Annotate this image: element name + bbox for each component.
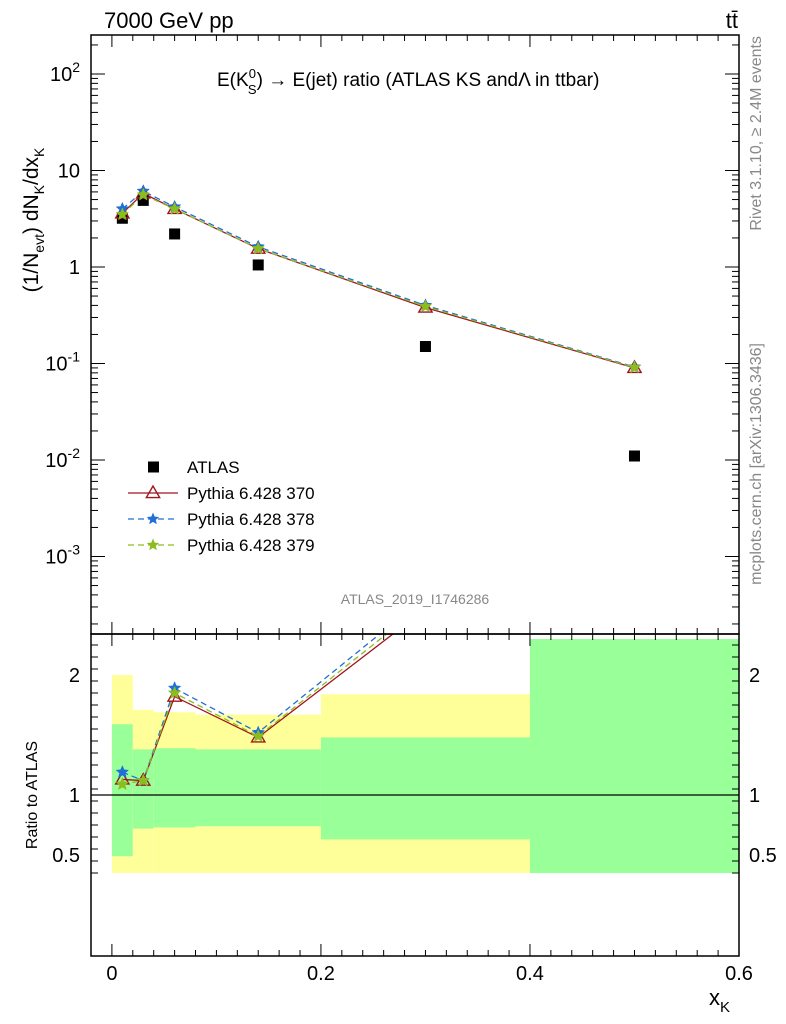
main-series-lines [121, 190, 635, 369]
title-prefix: E(K [217, 70, 249, 91]
energy-label: 7000 GeV pp [104, 8, 234, 33]
main-point-pythia-6-428-379-0 [115, 207, 130, 221]
y-tick-label-main: 10-3 [45, 542, 80, 569]
svg-text:E(K0S) → E(jet) ratio (ATLAS K: E(K0 S) → E(jet) ratio (ATLAS KS andΛ in … [217, 66, 599, 97]
main-point-pythia-6-428-379-4 [418, 299, 433, 313]
green-band-3 [195, 749, 321, 827]
legend-marker-atlas [148, 461, 159, 473]
title-subscript: S [248, 82, 257, 97]
x-tick-label: 0.4 [516, 963, 544, 985]
ratio-point-pythia-6-428-379-1 [136, 773, 151, 787]
main-point-atlas-1 [137, 194, 149, 206]
process-label: tt̄ [726, 8, 738, 33]
green-band-2 [153, 748, 196, 828]
y-tick-label-ratio-right: 2 [749, 665, 760, 687]
y-tick-label-main: 102 [50, 59, 80, 86]
main-line-pythia-6-428-370 [121, 192, 635, 369]
legend-label-pythia-6-428-378: Pythia 6.428 378 [187, 510, 315, 529]
legend-label-atlas: ATLAS [187, 458, 240, 477]
ratio-point-pythia-6-428-379-0 [115, 777, 130, 791]
ratio-point-pythia-6-428-378-0 [115, 765, 130, 779]
y-tick-label-main: 1 [69, 257, 80, 279]
x-tick-label: 0.2 [307, 963, 335, 985]
legend: ATLAS Pythia 6.428 370 Pythia 6.428 378 Pyt… [128, 458, 315, 555]
main-line-pythia-6-428-379 [121, 194, 635, 369]
rivet-version-label: Rivet 3.1.10, ≥ 2.4M events [748, 36, 765, 231]
axis-tick-labels: 0 0.2 0.4 0.6 10-3 10-2 10-1 1 10 102 0.5 0.5 1 1 2 2 [45, 59, 777, 985]
analysis-id-label: ATLAS_2019_I1746286 [341, 591, 490, 607]
x-axis-label: xK [709, 985, 730, 1016]
mcplots-reference-label: mcplots.cern.ch [arXiv:1306.3436] [748, 343, 765, 585]
green-band-0 [111, 724, 133, 857]
y-tick-label-main: 10 [58, 161, 80, 183]
green-band-4 [320, 737, 530, 840]
main-point-atlas-5 [628, 450, 640, 462]
y-tick-label-ratio-left: 2 [69, 665, 80, 687]
legend-marker-pythia-6-428-370 [145, 484, 161, 499]
ratio-series-markers [114, 681, 267, 791]
green-band-5 [529, 639, 739, 873]
main-y-axis-label: (1/Nevt) dNK/dxK [20, 147, 47, 292]
y-tick-label-ratio-right: 1 [749, 785, 760, 807]
title-superscript: 0 [249, 66, 256, 81]
main-point-atlas-2 [169, 228, 181, 240]
main-point-atlas-3 [252, 259, 264, 271]
ratio-panel-frame [90, 633, 740, 957]
main-point-atlas-4 [419, 341, 431, 353]
y-tick-label-main: 10-1 [45, 349, 80, 376]
svg-text:(1/Nevt) dNK/dxK: (1/Nevt) dNK/dxK [20, 147, 47, 292]
title-suffix: ) → E(jet) ratio (ATLAS KS andΛ in ttbar… [257, 70, 600, 91]
main-line-pythia-6-428-378 [121, 190, 635, 368]
plot-title: E(K0 S) → E(jet) ratio (ATLAS KS andΛ in … [217, 66, 599, 97]
uncertainty-bands [111, 639, 739, 873]
main-point-pythia-6-428-379-2 [167, 201, 182, 215]
main-point-pythia-6-428-379-5 [627, 360, 642, 374]
ratio-point-pythia-6-428-379-2 [167, 685, 182, 699]
ratio-y-axis-label: Ratio to ATLAS [24, 741, 41, 849]
y-tick-label-ratio-left: 1 [69, 785, 80, 807]
main-series-markers [114, 184, 643, 462]
y-tick-label-main: 10-2 [45, 445, 80, 472]
main-point-pythia-6-428-379-3 [251, 241, 266, 255]
axis-ticks [90, 35, 740, 956]
x-tick-label: 0.6 [725, 963, 753, 985]
ratio-point-pythia-6-428-379-3 [251, 729, 266, 743]
y-tick-label-ratio-left: 0.5 [52, 845, 80, 867]
y-tick-label-ratio-right: 0.5 [749, 845, 777, 867]
main-point-pythia-6-428-379-1 [136, 187, 151, 201]
legend-marker-pythia-6-428-378 [146, 512, 160, 525]
ratio-line-pythia-6-428-370 [122, 634, 394, 782]
legend-label-pythia-6-428-370: Pythia 6.428 370 [187, 484, 315, 503]
x-tick-label: 0 [106, 963, 117, 985]
legend-label-pythia-6-428-379: Pythia 6.428 379 [187, 536, 315, 555]
green-band-1 [132, 749, 154, 829]
legend-marker-pythia-6-428-379 [146, 538, 160, 551]
